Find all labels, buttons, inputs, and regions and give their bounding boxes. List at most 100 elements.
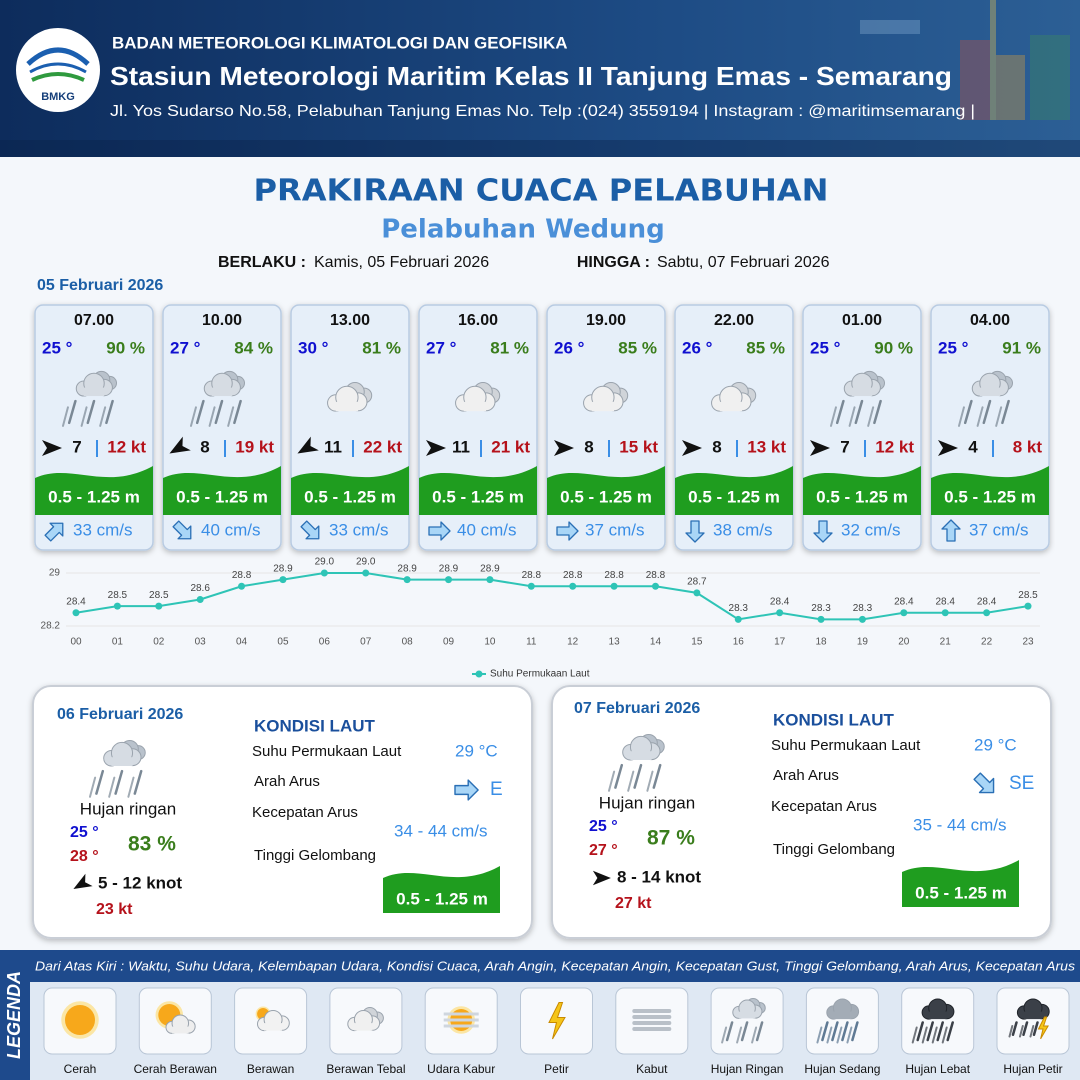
header-bg — [0, 0, 1080, 157]
sst-point — [858, 615, 866, 623]
weather-name: Hujan ringan — [599, 793, 695, 812]
weather-icon — [89, 739, 146, 798]
x-tick-label: 10 — [484, 637, 496, 648]
humidity: 90 % — [106, 338, 145, 357]
rain-drop — [926, 1021, 934, 1042]
rain-drop — [99, 406, 107, 427]
legend-item: Kabut — [615, 987, 689, 1076]
rain-drop — [1019, 1025, 1024, 1038]
rain-drop — [208, 406, 216, 427]
gust: 13 kt — [747, 437, 786, 456]
sst-line — [75, 572, 1029, 621]
value-label: 28.3 — [729, 603, 749, 614]
legend-item: Berawan — [234, 987, 308, 1076]
value-label: 28.7 — [687, 577, 707, 588]
x-tick-label: 01 — [112, 637, 124, 648]
cloud — [1016, 998, 1050, 1020]
x-tick-label: 15 — [691, 637, 703, 648]
sst-point — [983, 609, 991, 617]
sst-value: 29 °C — [974, 735, 1017, 754]
cloud — [327, 385, 368, 412]
sst-point — [445, 576, 453, 584]
current-direction-arrow — [556, 521, 579, 541]
cloud-base — [851, 387, 873, 397]
outlook-panel: 07 Februari 2026 Hujan ringan 25 ° 27 ° 87 %… — [551, 685, 1052, 939]
sst-point — [279, 576, 287, 584]
wave-height: 0.5 - 1.25 m — [560, 487, 652, 506]
sst-point — [362, 569, 370, 577]
cloud-base — [928, 1011, 947, 1020]
legend-icon — [347, 1007, 384, 1032]
current-direction-arrow — [685, 520, 705, 543]
sst-point — [403, 576, 411, 584]
sst-point — [155, 602, 163, 610]
air-temperature: 25 ° — [42, 338, 73, 357]
crane — [990, 0, 996, 120]
wind-speed: 11 — [452, 437, 470, 456]
rain-drop — [190, 406, 197, 427]
subtitle: Pelabuhan Wedung — [381, 215, 665, 245]
legend-marker — [475, 670, 483, 678]
cloud — [203, 372, 241, 397]
value-label: 28.4 — [935, 596, 955, 607]
y-tick-label: 28.2 — [41, 621, 61, 632]
agency-name: BADAN METEOROLOGI KLIMATOLOGI DAN GEOFIS… — [112, 33, 568, 52]
rain-drop — [976, 406, 984, 427]
current-direction-arrow — [454, 779, 479, 801]
legend-item: Cerah Berawan — [134, 987, 217, 1076]
wind-direction-arrow — [297, 436, 319, 454]
legend-band — [0, 950, 1080, 982]
rain-drop — [835, 399, 845, 425]
rain-drop — [127, 776, 135, 798]
legend-icon — [255, 1006, 290, 1032]
sst-point — [238, 582, 246, 590]
gust: 19 kt — [235, 437, 274, 456]
ship — [860, 20, 920, 34]
wave-area — [163, 466, 281, 515]
wave-height: 0.5 - 1.25 m — [816, 487, 908, 506]
wave-height: 0.5 - 1.25 m — [176, 487, 268, 506]
sun — [65, 1005, 95, 1035]
wave-area — [547, 466, 665, 515]
rain-drop — [873, 399, 882, 425]
weather-icon — [711, 382, 757, 412]
cloud-base — [172, 1026, 189, 1034]
rain-drop — [1032, 1021, 1039, 1036]
weather-icon — [327, 382, 373, 412]
current-direction-arrow — [973, 772, 995, 794]
humidity: 91 % — [1002, 338, 1041, 357]
rain-drop — [105, 399, 114, 425]
sst-point — [610, 582, 618, 590]
cloud-base — [264, 1023, 283, 1031]
humidity: 85 % — [618, 338, 657, 357]
legend-icon-box — [996, 987, 1070, 1055]
rain-drop — [946, 1021, 954, 1042]
container — [960, 40, 990, 120]
cloud — [971, 372, 1009, 397]
rain-drop — [821, 1021, 829, 1042]
wave-area — [35, 466, 153, 515]
outlook-date: 07 Februari 2026 — [574, 700, 700, 717]
legend-label: Suhu Permukaan Laut — [490, 669, 590, 680]
forecast-time: 04.00 — [970, 312, 1010, 329]
value-label: 28.8 — [232, 570, 252, 581]
value-label: 28.3 — [853, 603, 873, 614]
value-label: 28.6 — [190, 583, 210, 594]
logo-arc — [26, 47, 90, 66]
outlook-panel: 06 Februari 2026 Hujan ringan 25 ° 28 ° 83 %… — [32, 685, 533, 939]
rain-drop — [854, 399, 864, 425]
current-direction-arrow — [44, 522, 64, 542]
weather-icon — [190, 370, 246, 427]
wind-direction-arrow — [169, 436, 191, 454]
cloud-base — [1024, 1011, 1042, 1020]
wave-height: 0.5 - 1.25 m — [48, 487, 140, 506]
value-label: 28.3 — [811, 603, 831, 614]
cloud — [921, 998, 955, 1020]
rain-drop — [725, 1021, 734, 1042]
cloud — [622, 735, 661, 761]
value-label: 28.9 — [273, 563, 293, 574]
